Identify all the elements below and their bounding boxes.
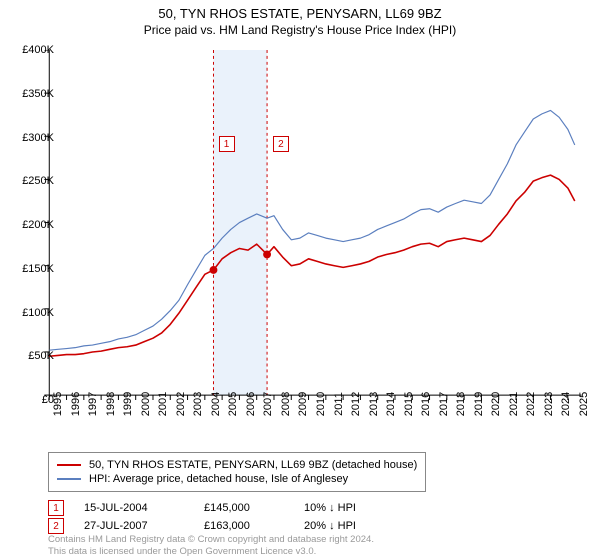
xtick-label: 2004 bbox=[210, 392, 222, 416]
chart-container: { "title": { "line1": "50, TYN RHOS ESTA… bbox=[0, 0, 600, 560]
xtick-label: 2009 bbox=[297, 392, 309, 416]
xtick-label: 2023 bbox=[543, 392, 555, 416]
xtick-label: 2002 bbox=[175, 392, 187, 416]
xtick-label: 2012 bbox=[350, 392, 362, 416]
legend-label-subject: 50, TYN RHOS ESTATE, PENYSARN, LL69 9BZ … bbox=[89, 459, 417, 471]
xtick-label: 2001 bbox=[157, 392, 169, 416]
xtick-label: 2022 bbox=[525, 392, 537, 416]
legend-row-subject: 50, TYN RHOS ESTATE, PENYSARN, LL69 9BZ … bbox=[57, 459, 417, 471]
line-chart bbox=[43, 50, 583, 400]
xtick-label: 2005 bbox=[227, 392, 239, 416]
ytick-label: £100K bbox=[22, 307, 54, 319]
legend-label-hpi: HPI: Average price, detached house, Isle… bbox=[89, 473, 348, 485]
xtick-label: 2010 bbox=[315, 392, 327, 416]
marker-date-1: 15-JUL-2004 bbox=[84, 502, 204, 514]
ytick-label: £200K bbox=[22, 219, 54, 231]
legend-swatch-hpi bbox=[57, 478, 81, 480]
ytick-label: £400K bbox=[22, 44, 54, 56]
xtick-label: 1995 bbox=[52, 392, 64, 416]
xtick-label: 2007 bbox=[262, 392, 274, 416]
legend-row-hpi: HPI: Average price, detached house, Isle… bbox=[57, 473, 417, 485]
xtick-label: 2008 bbox=[280, 392, 292, 416]
title-subtitle: Price paid vs. HM Land Registry's House … bbox=[0, 23, 600, 37]
xtick-label: 2003 bbox=[192, 392, 204, 416]
legend-swatch-subject bbox=[57, 464, 81, 466]
xtick-label: 1997 bbox=[87, 392, 99, 416]
xtick-label: 2019 bbox=[473, 392, 485, 416]
marker-price-1: £145,000 bbox=[204, 502, 304, 514]
xtick-label: 2011 bbox=[333, 392, 345, 416]
xtick-label: 2025 bbox=[578, 392, 590, 416]
marker-badge-2: 2 bbox=[48, 518, 64, 534]
xtick-label: 2014 bbox=[385, 392, 397, 416]
xtick-label: 2017 bbox=[438, 392, 450, 416]
ytick-label: £50K bbox=[28, 350, 54, 362]
xtick-label: 2000 bbox=[140, 392, 152, 416]
xtick-label: 2018 bbox=[455, 392, 467, 416]
xtick-label: 1996 bbox=[70, 392, 82, 416]
marker-delta-1: 10% ↓ HPI bbox=[304, 502, 414, 514]
xtick-label: 2020 bbox=[490, 392, 502, 416]
footer-line1: Contains HM Land Registry data © Crown c… bbox=[48, 534, 374, 546]
xtick-label: 2015 bbox=[403, 392, 415, 416]
xtick-label: 2024 bbox=[560, 392, 572, 416]
ytick-label: £250K bbox=[22, 175, 54, 187]
footer-attribution: Contains HM Land Registry data © Crown c… bbox=[48, 534, 374, 558]
marker-row-1: 1 15-JUL-2004 £145,000 10% ↓ HPI bbox=[48, 500, 414, 516]
footer-line2: This data is licensed under the Open Gov… bbox=[48, 546, 374, 558]
marker-row-2: 2 27-JUL-2007 £163,000 20% ↓ HPI bbox=[48, 518, 414, 534]
title-address: 50, TYN RHOS ESTATE, PENYSARN, LL69 9BZ bbox=[0, 6, 600, 21]
legend: 50, TYN RHOS ESTATE, PENYSARN, LL69 9BZ … bbox=[48, 452, 426, 492]
chart-marker-badge-2: 2 bbox=[273, 136, 289, 152]
xtick-label: 1999 bbox=[122, 392, 134, 416]
xtick-label: 2013 bbox=[368, 392, 380, 416]
ytick-label: £350K bbox=[22, 88, 54, 100]
marker-price-2: £163,000 bbox=[204, 520, 304, 532]
ytick-label: £300K bbox=[22, 132, 54, 144]
chart-title: 50, TYN RHOS ESTATE, PENYSARN, LL69 9BZ … bbox=[0, 0, 600, 37]
xtick-label: 2006 bbox=[245, 392, 257, 416]
marker-badge-1: 1 bbox=[48, 500, 64, 516]
xtick-label: 2016 bbox=[420, 392, 432, 416]
xtick-label: 1998 bbox=[105, 392, 117, 416]
ytick-label: £150K bbox=[22, 263, 54, 275]
chart-marker-badge-1: 1 bbox=[219, 136, 235, 152]
xtick-label: 2021 bbox=[508, 392, 520, 416]
sales-marker-table: 1 15-JUL-2004 £145,000 10% ↓ HPI 2 27-JU… bbox=[48, 498, 414, 536]
marker-delta-2: 20% ↓ HPI bbox=[304, 520, 414, 532]
marker-date-2: 27-JUL-2007 bbox=[84, 520, 204, 532]
